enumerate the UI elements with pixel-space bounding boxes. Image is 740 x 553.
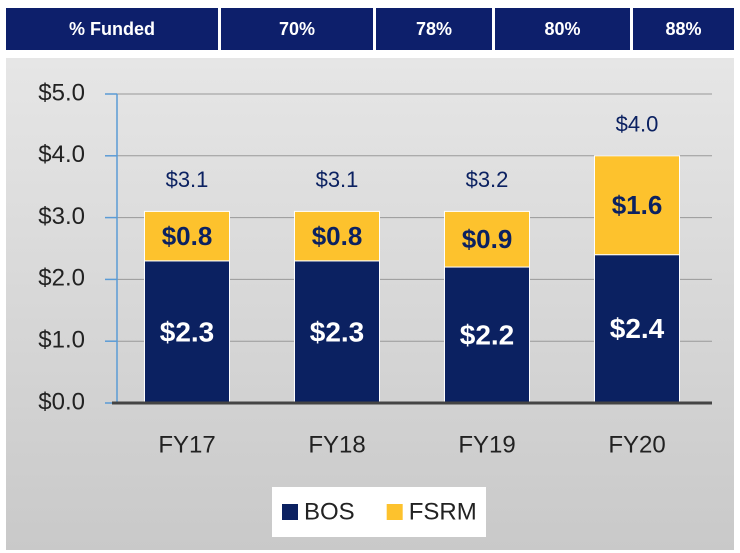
bar-label: $2.4 <box>610 313 665 344</box>
legend-swatch <box>282 504 298 520</box>
y-tick-label: $1.0 <box>38 327 85 354</box>
y-tick-label: $3.0 <box>38 203 85 230</box>
header-cell: 88% <box>633 8 734 50</box>
legend-box <box>272 487 486 537</box>
legend-swatch <box>386 504 403 520</box>
bar-segment <box>594 155 680 256</box>
total-label: $3.2 <box>466 167 509 192</box>
bar-label: $0.8 <box>162 221 213 251</box>
header-cell: 70% <box>221 8 373 50</box>
bar-segment <box>444 210 530 268</box>
x-tick-label: FY17 <box>158 431 215 458</box>
x-tick-label: FY19 <box>458 431 515 458</box>
bar-label: $1.6 <box>612 190 663 220</box>
bar-label: $2.3 <box>310 316 365 347</box>
x-tick-label: FY20 <box>608 431 665 458</box>
bar-segment <box>294 260 380 404</box>
total-label: $3.1 <box>166 167 209 192</box>
bar-label: $0.9 <box>462 224 513 254</box>
y-tick-label: $5.0 <box>38 79 85 106</box>
bar-label: $0.8 <box>312 221 363 251</box>
legend-label: BOS <box>304 498 355 525</box>
bar-segment <box>294 210 380 262</box>
header-cell: 78% <box>376 8 492 50</box>
y-tick-label: $2.0 <box>38 265 85 292</box>
legend-label: FSRM <box>409 498 477 525</box>
header-cell: 80% <box>495 8 630 50</box>
total-label: $3.1 <box>316 167 359 192</box>
bar-label: $2.3 <box>160 316 215 347</box>
y-tick-label: $4.0 <box>38 141 85 168</box>
total-label: $4.0 <box>616 112 659 137</box>
bar-segment <box>444 266 530 404</box>
x-tick-label: FY18 <box>308 431 365 458</box>
header-cell: % Funded <box>6 8 218 50</box>
funded-row: % Funded 70% 78% 80% 88% <box>6 8 734 50</box>
y-tick-label: $0.0 <box>38 388 85 415</box>
bar-segment <box>144 210 230 262</box>
bar-label: $2.2 <box>460 319 515 350</box>
bar-segment <box>594 254 680 404</box>
